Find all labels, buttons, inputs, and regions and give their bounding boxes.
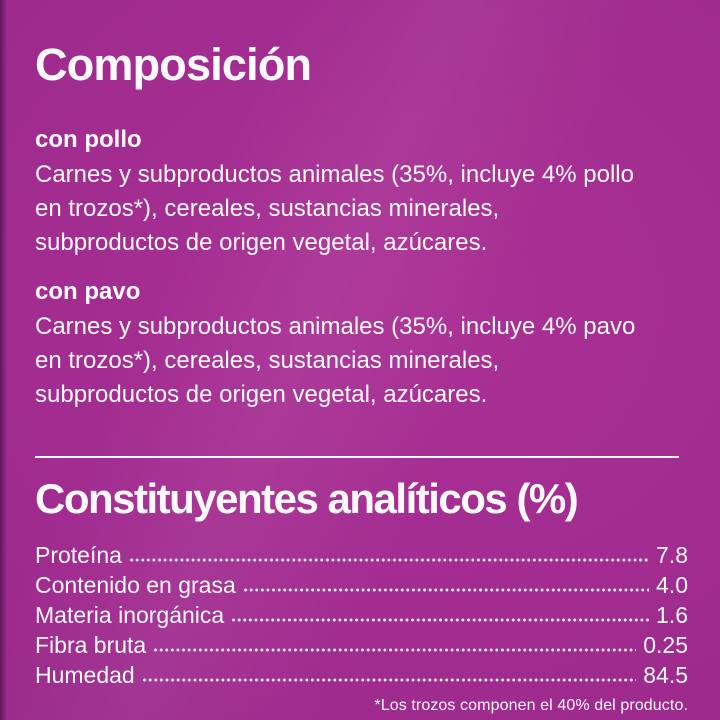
analytical-row-inorganica: Materia inorgánica 1.6 xyxy=(35,599,688,629)
variant-heading-pavo: con pavo xyxy=(35,278,141,306)
dot-leader xyxy=(243,587,650,592)
analytical-row-humedad: Humedad 84.5 xyxy=(35,659,688,689)
analytical-label: Materia inorgánica xyxy=(35,601,225,628)
analytical-table: Proteína 7.8 Contenido en grasa 4.0 Mate… xyxy=(35,539,688,689)
analytical-title: Constituyentes analíticos (%) xyxy=(35,475,579,523)
label-content: Composición con pollo Carnes y subproduc… xyxy=(0,39,720,715)
analytical-value: 0.25 xyxy=(643,631,688,658)
dot-leader xyxy=(129,557,650,562)
composition-title: Composición xyxy=(35,39,312,90)
analytical-value: 4.0 xyxy=(656,571,688,598)
analytical-label: Contenido en grasa xyxy=(35,571,236,598)
analytical-row-proteina: Proteína 7.8 xyxy=(35,539,688,569)
dot-leader xyxy=(154,647,637,652)
analytical-label: Humedad xyxy=(35,661,135,688)
section-divider xyxy=(35,456,679,459)
analytical-label: Fibra bruta xyxy=(35,631,147,658)
analytical-row-grasa: Contenido en grasa 4.0 xyxy=(35,569,688,599)
composition-section-pollo: con pollo Carnes y subproductos animales… xyxy=(35,125,688,260)
dot-leader xyxy=(142,677,637,682)
footnote: *Los trozos componen el 40% del producto… xyxy=(374,696,688,714)
analytical-value: 1.6 xyxy=(656,601,688,628)
ingredients-text-pavo: Carnes y subproductos animales (35%, inc… xyxy=(35,313,636,409)
analytical-row-fibra: Fibra bruta 0.25 xyxy=(35,629,688,659)
ingredients-text-pollo: Carnes y subproductos animales (35%, inc… xyxy=(35,161,634,257)
analytical-value: 84.5 xyxy=(643,661,688,688)
dot-leader xyxy=(232,617,650,622)
variant-heading-pollo: con pollo xyxy=(35,126,142,154)
composition-section-pavo: con pavo Carnes y subproductos animales … xyxy=(35,277,688,412)
analytical-label: Proteína xyxy=(35,541,122,568)
analytical-value: 7.8 xyxy=(656,541,688,568)
